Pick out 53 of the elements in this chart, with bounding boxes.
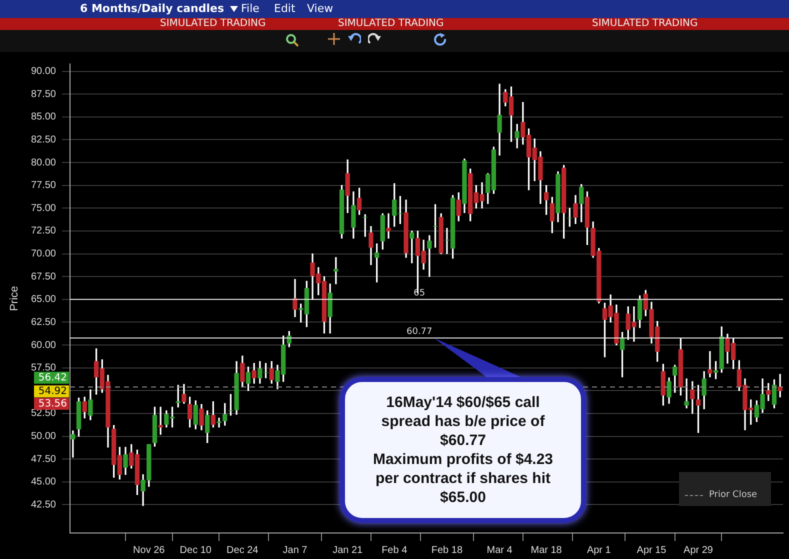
x-tick-label: Mar 4 (486, 544, 513, 556)
candlestick (386, 213, 391, 239)
y-tick-label: 65.00 (30, 294, 56, 306)
ref-line-label: 60.77 (406, 327, 432, 338)
candlestick (70, 430, 76, 458)
text: SIMULATED TRADING (338, 18, 444, 29)
y-tick-label: 75.00 (30, 202, 56, 214)
candlestick (427, 235, 432, 277)
annotation: 53.56 (38, 398, 67, 410)
x-tick-label: Feb 18 (431, 544, 463, 556)
y-tick-label: 70.00 (30, 248, 56, 260)
text: View (307, 2, 334, 15)
y-tick-label: 82.50 (30, 134, 56, 146)
legend-label: Prior Close (709, 490, 758, 500)
text: Edit (274, 2, 296, 15)
chart-subtitle: SIMULATED TRADING (160, 18, 266, 30)
x-tick-label: Jan 21 (332, 544, 364, 556)
speech-bubble: 16May'14 $60/$65 call spread has b/e price of $60.77 Maximum profits of $4.23 per contract if shares hit $65.00 (340, 377, 586, 523)
candlestick (497, 84, 502, 156)
x-tick-label: Apr 1 (586, 544, 612, 556)
y-tick-label: 42.50 (30, 499, 56, 510)
annotation: 54.92 (38, 386, 67, 397)
y-tick-label: 87.50 (30, 88, 56, 100)
x-tick-label: Feb 4 (382, 544, 408, 556)
y-tick-label: 62.50 (30, 316, 56, 328)
text: File (241, 2, 260, 15)
x-tick-label: Nov 26 (133, 544, 166, 556)
x-tick-label: Dec 10 (180, 544, 212, 556)
y-tick-label: 50.00 (30, 431, 56, 442)
x-tick-label: Apr 15 (636, 544, 667, 556)
x-tick-label: Jan 7 (282, 544, 308, 556)
y-tick-label: 85.00 (30, 112, 56, 123)
ref-line-label: 65 (414, 288, 426, 298)
candlestick (216, 418, 222, 428)
chart-title: 6 Months/Daily candles (80, 2, 224, 15)
y-tick-label: 47.50 (30, 454, 56, 465)
x-tick-label: Dec 24 (226, 544, 259, 556)
y-tick-label: 67.50 (30, 271, 56, 282)
y-tick-label: 72.50 (30, 226, 56, 237)
candlestick (708, 351, 712, 378)
x-tick-label: Mar 18 (530, 544, 562, 556)
x-tick-label: Apr 29 (684, 544, 714, 556)
y-tick-label: 45.00 (30, 476, 56, 488)
y-axis-title: Price (8, 286, 21, 312)
y-tick-label: 80.00 (30, 157, 56, 168)
text: SIMULATED TRADING (592, 18, 698, 29)
y-tick-label: 60.00 (30, 340, 56, 351)
candlestick (684, 378, 689, 408)
annotation: 56.42 (38, 372, 67, 384)
y-tick-label: 57.50 (30, 362, 56, 374)
y-tick-label: 90.00 (30, 66, 56, 78)
y-tick-label: 77.50 (30, 180, 56, 192)
candlestick (778, 374, 782, 398)
